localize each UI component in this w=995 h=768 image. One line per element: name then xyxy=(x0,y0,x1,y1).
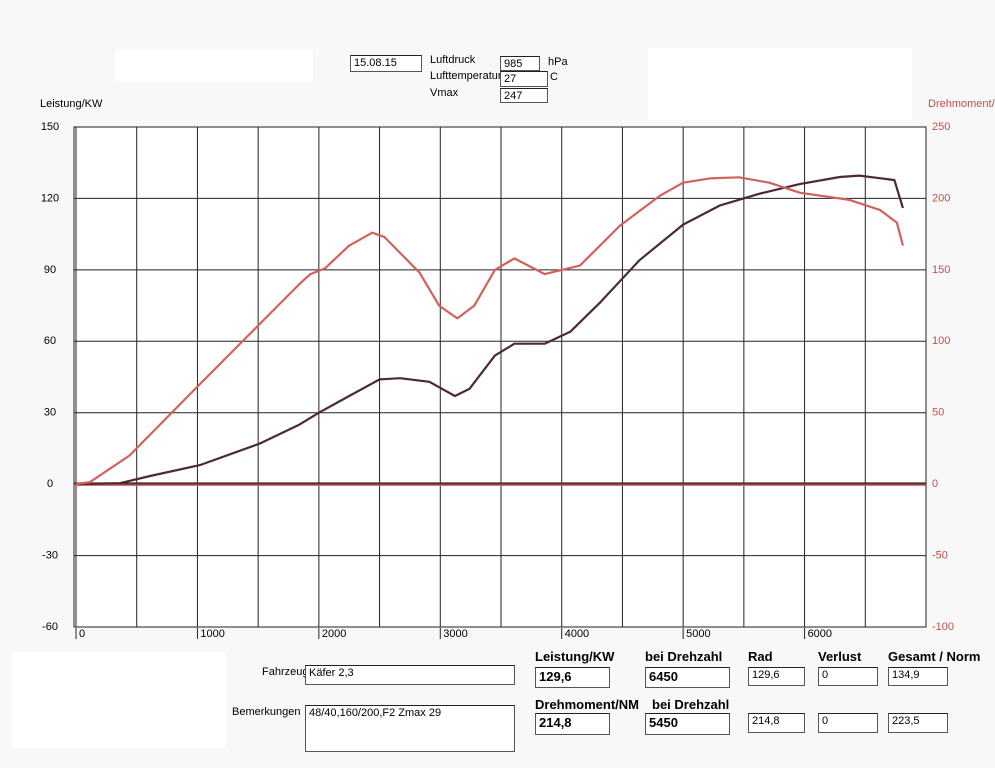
unit: hPa xyxy=(548,56,568,68)
y2-tick-label: 150 xyxy=(932,264,950,276)
y2-tick-label: 250 xyxy=(932,121,950,133)
header: Leistung/KW xyxy=(535,649,615,664)
field: 27 xyxy=(500,71,548,87)
y2-tick-label: 50 xyxy=(932,407,944,419)
y-tick-label: 60 xyxy=(44,335,56,347)
x-tick-label: 2000 xyxy=(322,628,346,640)
field: 129,6 xyxy=(535,667,610,688)
field: Käfer 2,3 xyxy=(305,665,515,685)
plot-area xyxy=(73,126,927,628)
header: Verlust xyxy=(818,649,862,664)
unit: C xyxy=(550,71,558,83)
header: bei Drehzahl xyxy=(645,649,723,664)
x-tick-label: 3000 xyxy=(443,628,467,640)
y2-tick-label: -100 xyxy=(932,621,954,633)
field: 5450 xyxy=(645,713,730,735)
x-tick-label: 0 xyxy=(79,628,85,640)
label: Bemerkungen xyxy=(232,706,301,718)
header: Drehmoment/NM xyxy=(535,697,640,712)
field: 985 xyxy=(500,56,540,71)
field: 6450 xyxy=(645,667,730,688)
y2-tick-label: 100 xyxy=(932,335,950,347)
x-tick-label: 1000 xyxy=(200,628,224,640)
y2-axis-title: Drehmoment/NM xyxy=(928,98,995,110)
series-line xyxy=(75,176,904,486)
field: 0 xyxy=(818,713,878,733)
y2-tick-label: 200 xyxy=(932,192,950,204)
series-line xyxy=(75,174,904,486)
label: Luftdruck xyxy=(430,54,476,66)
y-tick-label: 0 xyxy=(47,478,53,490)
x-tick-label: 6000 xyxy=(808,628,832,640)
field: 48/40,160/200,F2 Zmax 29 xyxy=(305,705,515,752)
field: 214,8 xyxy=(535,713,610,735)
header: bei Drehzahl xyxy=(652,697,730,712)
field: 214,8 xyxy=(748,713,805,733)
y-tick-label: 120 xyxy=(41,192,59,204)
y-tick-label: -30 xyxy=(42,549,58,561)
header: Rad xyxy=(748,649,773,664)
label: Vmax xyxy=(430,87,459,99)
field: 0 xyxy=(818,667,878,686)
field: 134,9 xyxy=(888,667,948,686)
blank-box xyxy=(12,652,226,748)
y-tick-label: -60 xyxy=(42,621,58,633)
x-tick-label: 5000 xyxy=(686,628,710,640)
field: 247 xyxy=(500,88,548,103)
blank-box xyxy=(648,48,912,120)
blank-box xyxy=(115,50,313,82)
field: 223,5 xyxy=(888,713,948,733)
y-tick-label: 150 xyxy=(41,121,59,133)
label: Lufttemperatur xyxy=(430,70,502,82)
date-field: 15.08.15 xyxy=(350,55,422,72)
header: Gesamt / Norm xyxy=(888,649,981,664)
y2-tick-label: -50 xyxy=(932,549,948,561)
label: Fahrzeug xyxy=(262,666,309,678)
y-tick-label: 90 xyxy=(44,264,56,276)
y2-tick-label: 0 xyxy=(932,478,938,490)
x-tick-label: 4000 xyxy=(565,628,589,640)
field: 129,6 xyxy=(748,667,805,686)
y-tick-label: 30 xyxy=(44,407,56,419)
y-axis-title: Leistung/KW xyxy=(40,98,103,110)
